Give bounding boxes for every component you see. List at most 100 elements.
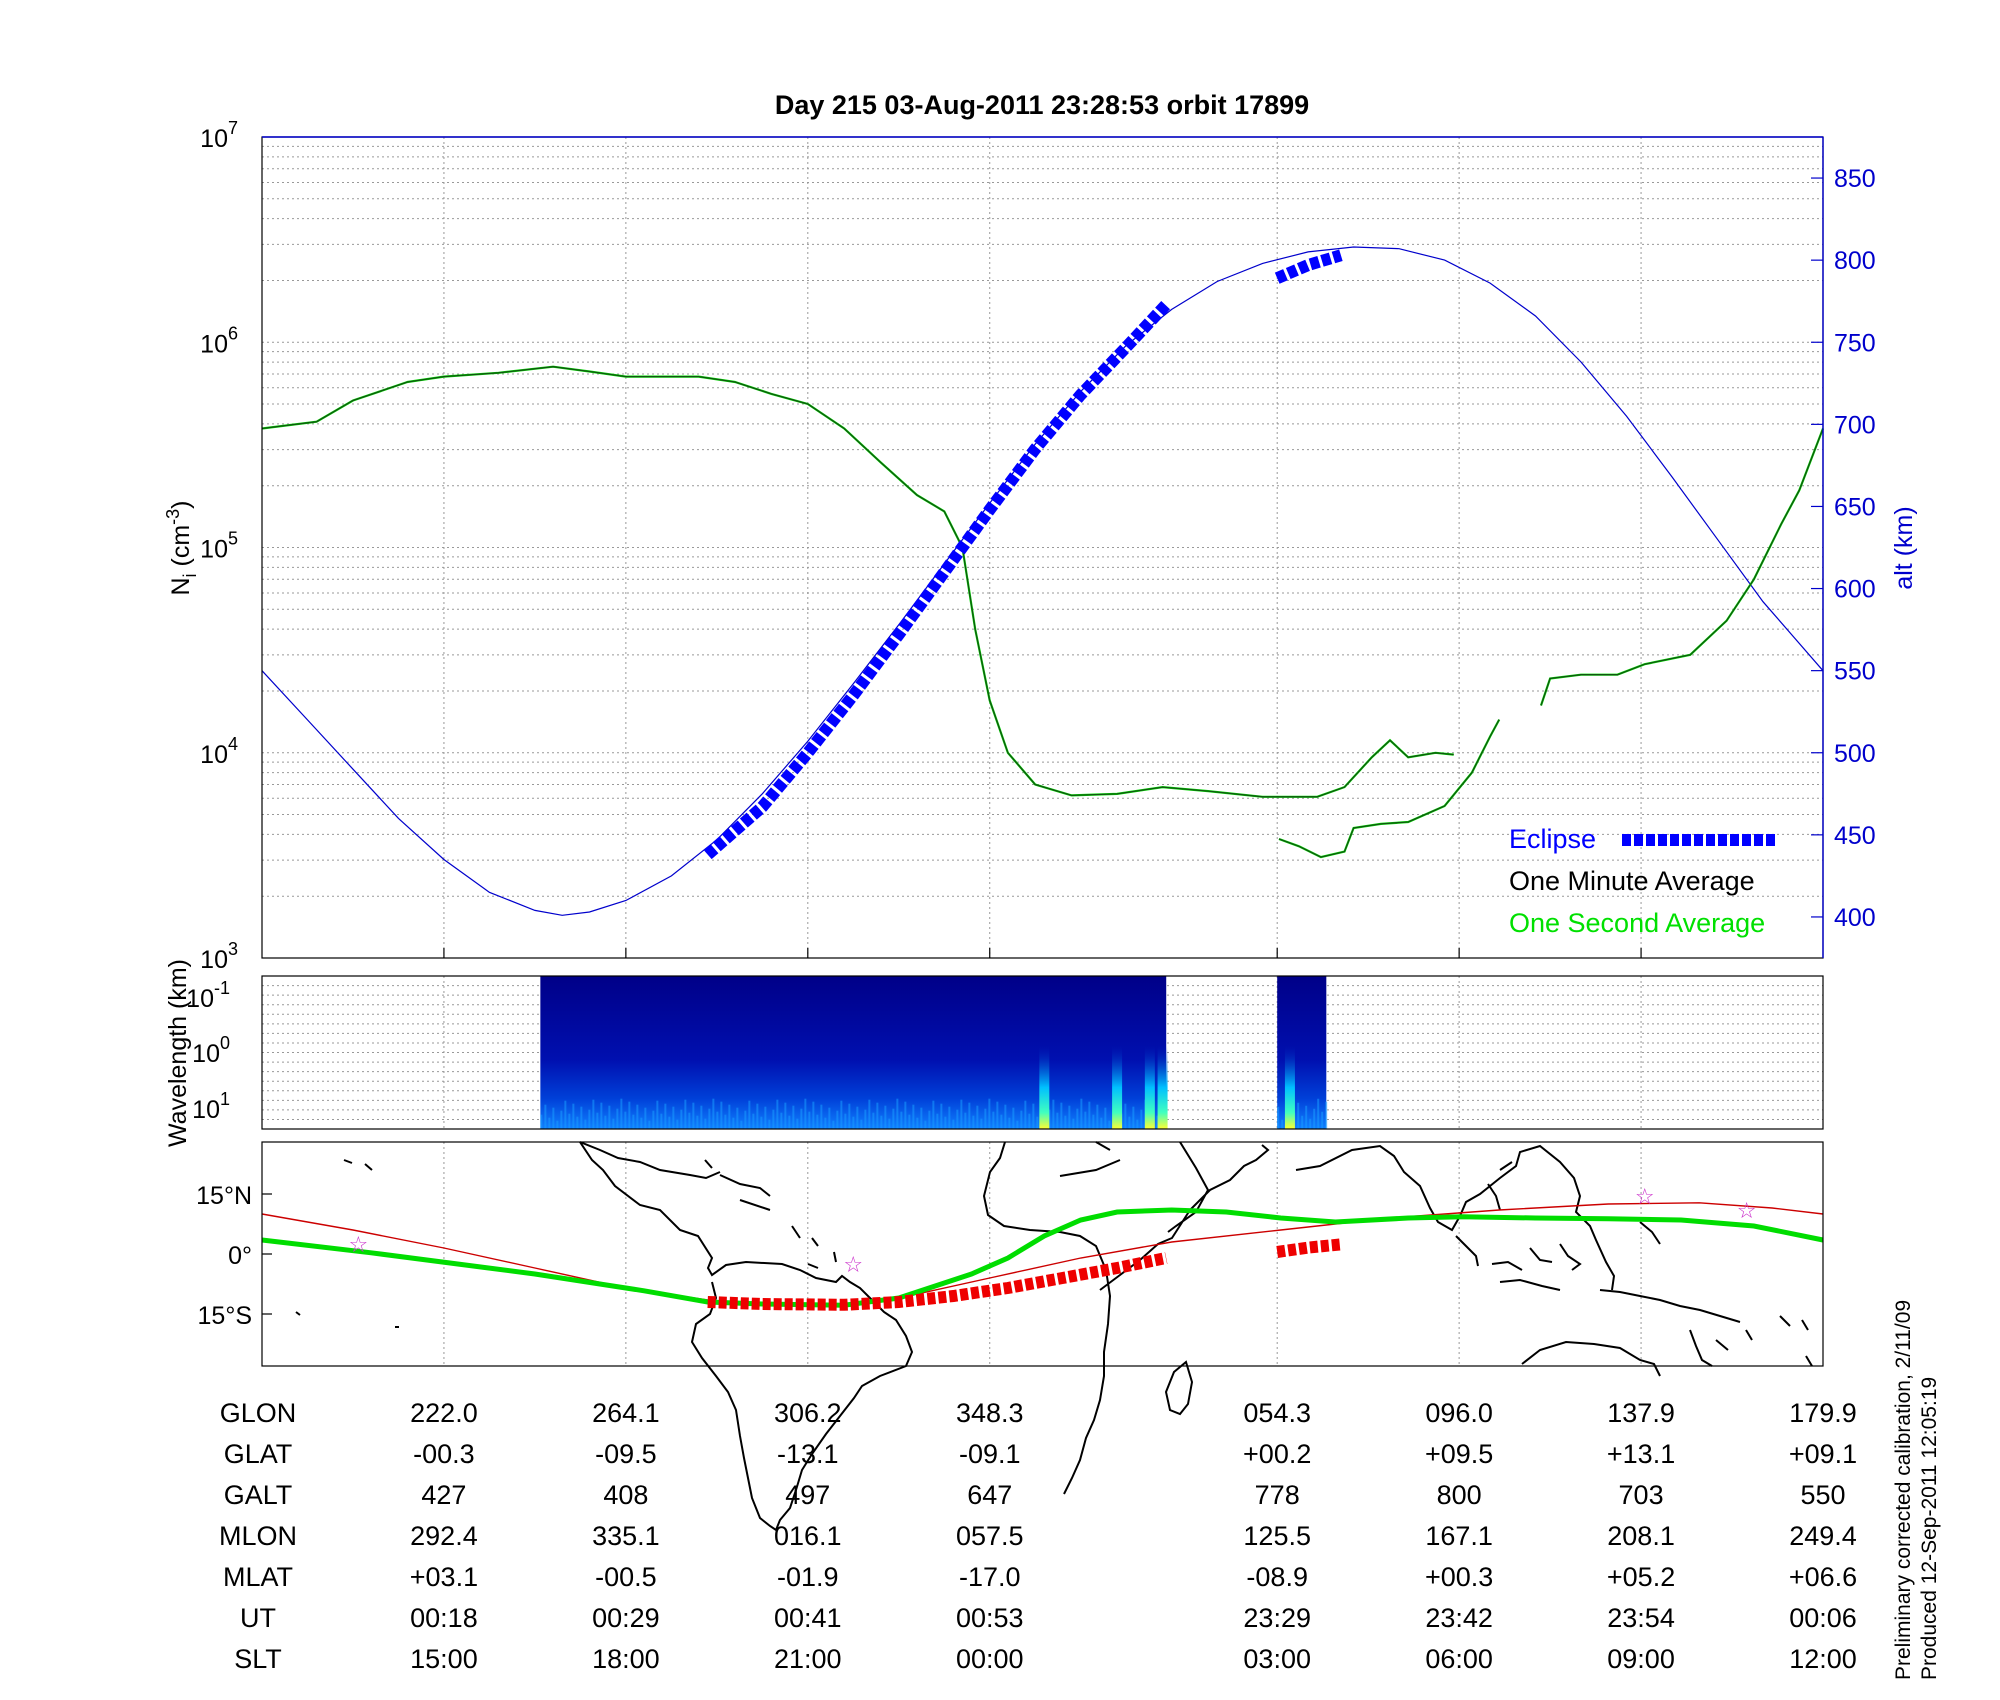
spectrogram-streak [816,1114,819,1129]
table-cell: -00.5 [595,1562,657,1592]
spectrogram-streak [672,1106,675,1129]
one-minute-average-line [261,366,1454,798]
spectrogram-streak [896,1098,899,1129]
legend: Eclipse One Minute Average One Second Av… [1509,824,1776,938]
spectrogram-streak [1124,1103,1127,1129]
spectrogram-streak [664,1103,667,1129]
latitude-tick-label: 15°N [196,1182,252,1210]
coastline-australia [1521,1315,1813,1377]
spectrogram-streak [708,1108,711,1129]
spectrogram-streak [1132,1106,1135,1129]
spectrogram-streak [1325,1101,1328,1129]
spectrogram-streak [956,1109,959,1129]
altitude-tick-label: 700 [1834,411,1876,439]
spectrogram-streak [700,1105,703,1129]
spectrogram-streak [972,1115,975,1129]
density-tick-label: 105 [200,529,238,564]
spectrogram-streak [652,1110,655,1129]
spectrogram-streak [1092,1114,1095,1129]
table-cell: 222.0 [410,1398,478,1428]
coastline-asia [1295,1144,1616,1291]
spectrogram-streak [856,1106,859,1129]
spectrogram-streak [1305,1105,1308,1129]
spectrogram-streak [736,1107,739,1129]
table-cell: 23:29 [1243,1603,1311,1633]
table-cell: 23:42 [1425,1603,1493,1633]
table-cell: 00:53 [956,1603,1024,1633]
table-cell: +05.2 [1607,1562,1675,1592]
table-cell: 00:29 [592,1603,660,1633]
one-minute-average-line [1540,428,1824,706]
spectrogram-streak [752,1113,755,1129]
wavelength-tick-label: 10-1 [186,978,230,1013]
spectrogram-streak [596,1112,599,1129]
spectrogram-streak [1076,1108,1079,1129]
spectrogram-streak [724,1114,727,1129]
spectrogram-streak [1136,1119,1139,1129]
table-cell: 497 [785,1480,830,1510]
spectrogram-streak [544,1104,547,1129]
table-cell: -09.5 [595,1439,657,1469]
spectrogram-streak [1064,1115,1067,1129]
spectrogram-streak [620,1098,623,1129]
spectrogram-streak [552,1107,555,1129]
spectrogram-streak [692,1102,695,1129]
spectrogram-streak [1028,1113,1031,1129]
spectrogram-streak [1128,1116,1131,1129]
spectrogram-streak [540,1114,543,1129]
spectrogram-bright-band [1157,1046,1168,1129]
spectrogram-streak [1313,1108,1316,1129]
spectrogram-streak [904,1101,907,1129]
table-cell: 016.1 [774,1521,842,1551]
table-cell: 550 [1800,1480,1845,1510]
spectrogram-streak [656,1100,659,1129]
table-cell: 00:41 [774,1603,842,1633]
table-cell: 208.1 [1607,1521,1675,1551]
table-cell: 167.1 [1425,1521,1493,1551]
spectrogram-streak [1317,1098,1320,1129]
spectrogram-streak [564,1100,567,1129]
spectrogram-streak [1004,1104,1007,1129]
spectrogram-bright-band [1144,1046,1155,1129]
spectrogram-streak [696,1115,699,1129]
spectrogram-streak [688,1112,691,1129]
spectrogram-streak [680,1109,683,1129]
star-marker: ☆ [1737,1199,1757,1224]
spectrogram-streak [684,1099,687,1129]
spectrogram-streak [628,1101,631,1129]
spectrogram-streak [908,1114,911,1129]
spectrogram-streak [1281,1119,1284,1129]
altitude-line [261,246,1824,916]
spectrogram-streak [876,1102,879,1129]
table-cell: 00:18 [410,1603,478,1633]
ground-track-panel: ☆ ☆ ☆ ☆ 15°N 0° 15°S [196,1141,1824,1532]
spectrogram-streak [1080,1098,1083,1129]
table-cell: +00.2 [1243,1439,1311,1469]
spectrogram-streak [660,1113,663,1129]
table-row-label: MLON [219,1521,297,1551]
spectrogram-streak [1052,1099,1055,1129]
map-frame [261,1141,1824,1367]
spectrogram-streak [1084,1111,1087,1129]
spectrogram-streak [968,1102,971,1129]
one-second-average-line [261,365,1454,798]
table-cell: 292.4 [410,1521,478,1551]
spectrogram-streak [760,1116,763,1129]
spectrogram-streak [984,1108,987,1129]
spectrogram-streak [976,1105,979,1129]
produced-note: Produced 12-Sep-2011 12:05:19 [1918,1377,1941,1680]
spectrogram-streak [888,1118,891,1129]
coastline-south-america [579,1141,914,1532]
spectrogram-streak [912,1104,915,1129]
spectrogram-streak [556,1120,559,1129]
spectrogram-streak [868,1099,871,1129]
spectrogram-streak [1088,1101,1091,1129]
density-tick-label: 106 [200,323,238,358]
spectrogram-streak [1100,1117,1103,1129]
spectrogram-streak [980,1118,983,1129]
spectrogram-streak [716,1111,719,1129]
density-y-ticks: 103 104 105 106 107 [200,118,238,974]
table-cell: 179.9 [1789,1398,1857,1428]
spectrogram-streak [1008,1117,1011,1129]
